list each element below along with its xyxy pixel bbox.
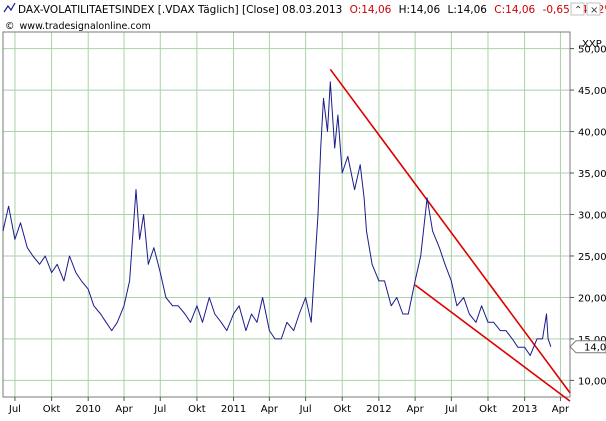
collapse-button[interactable]	[570, 2, 585, 16]
y-tick-label: 35,00	[578, 169, 606, 180]
close-button[interactable]	[586, 2, 601, 16]
change-value: -0,65	[543, 4, 570, 16]
x-tick-label: Jul	[299, 404, 312, 415]
currency-label: XXP	[582, 39, 602, 50]
y-tick-label: 10,00	[578, 376, 606, 387]
y-tick-label: 50,00	[578, 45, 606, 56]
ohlc-low: L:14,06	[448, 4, 488, 16]
y-tick-label: 20,00	[578, 293, 606, 304]
window-controls: ⌃ ×	[570, 2, 601, 16]
x-tick-label: Apr	[552, 404, 570, 415]
x-tick-label: Apr	[115, 404, 133, 415]
x-axis: Jul Okt 2010 Apr Jul Okt 2011 Apr Jul Okt 2012 Apr J…	[8, 397, 570, 415]
x-tick-label: Okt	[333, 404, 351, 415]
x-tick-label: Okt	[479, 404, 497, 415]
x-tick-label: 2011	[221, 404, 246, 415]
x-tick-label: Jul	[444, 404, 457, 415]
x-tick-label: Okt	[188, 404, 206, 415]
last-value-badge: 14,0	[569, 340, 606, 354]
series-line	[2, 81, 552, 356]
y-axis: 10,0015,0020,0025,0030,0035,0040,0045,00…	[570, 45, 606, 387]
y-tick-label: 30,00	[578, 211, 606, 222]
watermark-text: www.tradesignalonline.com	[20, 21, 151, 32]
y-tick-label: 40,00	[578, 128, 606, 139]
copyright-icon: ©	[5, 21, 15, 32]
x-tick-label: 2013	[512, 404, 537, 415]
collapse-arrow-icon: ⌃	[574, 5, 582, 16]
ohlc-high: H:14,06	[399, 4, 441, 16]
y-tick-label: 25,00	[578, 252, 606, 263]
ohlc-open: O:14,06	[350, 4, 392, 16]
grid	[3, 32, 570, 397]
chart-title: DAX-VOLATILITAETSINDEX [.VDAX Täglich] […	[18, 4, 342, 16]
last-value-badge-shape	[569, 340, 606, 354]
close-icon: ×	[590, 5, 598, 16]
x-tick-label: Jul	[153, 404, 166, 415]
y-tick-label: 45,00	[578, 86, 606, 97]
x-tick-label: Apr	[406, 404, 424, 415]
ohlc-close: C:14,06	[494, 4, 535, 16]
trendlines	[329, 68, 571, 402]
x-tick-label: 2012	[366, 404, 391, 415]
last-value-label: 14,0	[584, 343, 606, 354]
svg-text:DAX-VOLATILITAETSINDEX [.VDAX: DAX-VOLATILITAETSINDEX [.VDAX Täglich] […	[18, 4, 606, 16]
trendline[interactable]	[329, 68, 571, 394]
x-tick-label: Apr	[261, 404, 279, 415]
trendline[interactable]	[414, 284, 571, 402]
series-layer	[2, 81, 552, 356]
x-tick-label: Okt	[43, 404, 61, 415]
svg-text:© www.tradesignalonline.: © www.tradesignalonline.com	[5, 21, 151, 32]
x-tick-label: Jul	[8, 404, 21, 415]
chart-type-icon	[3, 2, 16, 13]
x-tick-label: 2010	[75, 404, 100, 415]
